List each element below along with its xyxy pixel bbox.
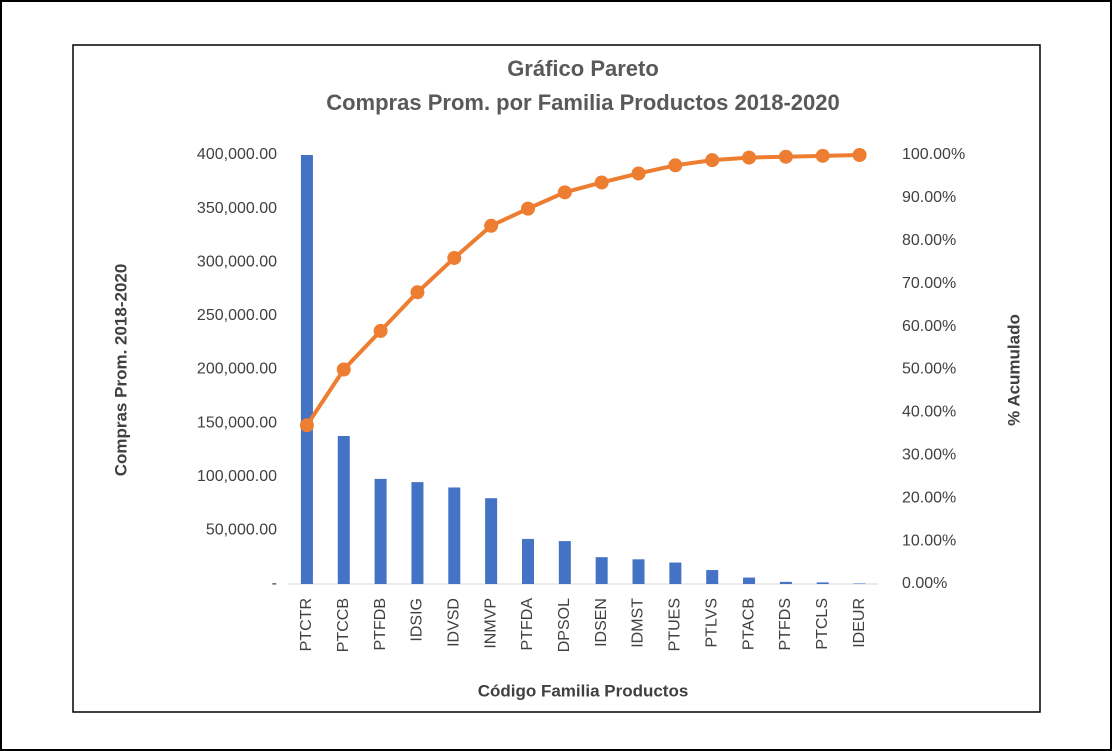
- x-tick-label: INMVP: [482, 598, 499, 649]
- bar: [669, 562, 682, 584]
- bar: [485, 498, 498, 584]
- x-axis-title: Código Familia Productos: [478, 681, 689, 700]
- line-point: [520, 201, 535, 216]
- y-tick-label: 200,000.00: [197, 361, 277, 378]
- y-tick-label: 250,000.00: [197, 307, 277, 324]
- bar: [706, 570, 719, 584]
- x-tick-label: PTCTR: [298, 598, 315, 651]
- x-tick-label: IDVSD: [446, 598, 463, 647]
- bar: [595, 557, 608, 584]
- y-tick-label: 50,000.00: [206, 522, 277, 539]
- line-point: [557, 185, 572, 200]
- x-tick-label: PTLVS: [703, 598, 720, 648]
- bar: [300, 155, 313, 584]
- line-point: [668, 158, 683, 173]
- bar: [374, 478, 387, 584]
- x-tick-label: IDSIG: [409, 598, 426, 642]
- x-tick-label: PTFDS: [777, 598, 794, 650]
- y-axis-title: Compras Prom. 2018-2020: [111, 264, 130, 477]
- y2-tick-label: 40.00%: [902, 404, 956, 421]
- chart-frame: [72, 44, 1041, 713]
- y-tick-label: 100,000.00: [197, 468, 277, 485]
- chart-title: Gráfico Pareto: [507, 56, 659, 81]
- line-point: [815, 148, 830, 163]
- line-point: [594, 175, 609, 190]
- bar: [411, 482, 424, 584]
- x-tick-label: PTACB: [740, 598, 757, 650]
- y2-axis-title: % Acumulado: [1004, 314, 1023, 426]
- y-tick-label: 350,000.00: [197, 200, 277, 217]
- line-point: [447, 250, 462, 265]
- line-point: [373, 323, 388, 338]
- y2-tick-label: 20.00%: [902, 489, 956, 506]
- x-tick-label: DPSOL: [556, 598, 573, 652]
- line: [305, 153, 860, 427]
- bar: [853, 583, 866, 584]
- bar: [558, 541, 571, 584]
- y-tick-label: 150,000.00: [197, 414, 277, 431]
- y2-tick-label: 30.00%: [902, 447, 956, 464]
- x-tick-label: PTUES: [667, 598, 684, 651]
- line-point: [336, 362, 351, 377]
- bar: [521, 538, 534, 584]
- bar: [816, 582, 829, 584]
- line-point: [742, 150, 757, 165]
- bar: [448, 487, 461, 584]
- chart-subtitle: Compras Prom. por Familia Productos 2018…: [326, 90, 840, 115]
- line-point: [299, 418, 314, 433]
- x-tick-label: PTFDB: [372, 598, 389, 650]
- y2-tick-label: 100.00%: [902, 146, 965, 163]
- y-tick-label: -: [272, 575, 277, 592]
- y-tick-label: 300,000.00: [197, 253, 277, 270]
- x-tick-label: PTCCB: [335, 598, 352, 652]
- y-tick-label: 400,000.00: [197, 146, 277, 163]
- line-point: [631, 166, 646, 181]
- line-point: [705, 153, 720, 168]
- y2-tick-label: 60.00%: [902, 318, 956, 335]
- bar: [779, 581, 792, 584]
- x-tick-label: PTFDA: [519, 598, 536, 651]
- x-tick-label: IDSEN: [593, 598, 610, 647]
- y2-tick-label: 0.00%: [902, 575, 947, 592]
- y2-tick-label: 80.00%: [902, 232, 956, 249]
- bar: [632, 559, 645, 584]
- line-point: [410, 285, 425, 300]
- line-point: [852, 148, 867, 162]
- y2-tick-label: 90.00%: [902, 189, 956, 206]
- bar: [743, 577, 756, 584]
- x-tick-label: PTCLS: [814, 598, 831, 650]
- bar: [337, 435, 350, 584]
- line-point: [778, 149, 793, 164]
- y2-tick-label: 10.00%: [902, 532, 956, 549]
- x-tick-label: IDEUR: [851, 598, 868, 648]
- y2-tick-label: 50.00%: [902, 361, 956, 378]
- y2-tick-label: 70.00%: [902, 275, 956, 292]
- x-tick-label: IDMST: [630, 598, 647, 648]
- line-point: [484, 218, 499, 233]
